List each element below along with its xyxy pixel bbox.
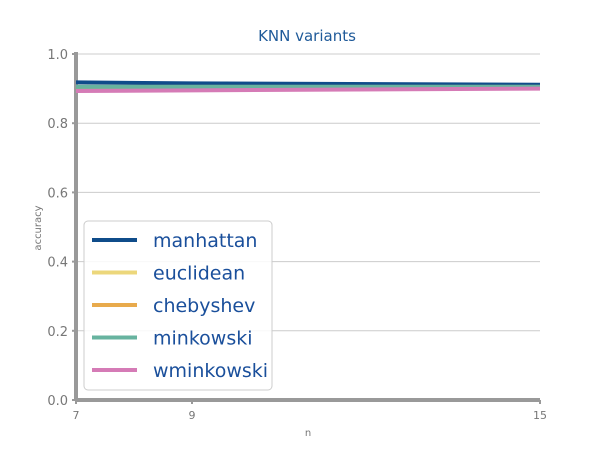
series-line-manhattan (75, 80, 541, 87)
legend-label-wminkowski: wminkowski (153, 360, 268, 382)
tick-labels: 0.0 0.2 0.4 0.6 0.8 1.0 7 9 15 (47, 48, 547, 422)
y-tick-label: 1.0 (47, 48, 68, 63)
x-tick-label: 15 (533, 409, 547, 422)
y-tick-label: 0.0 (47, 394, 68, 409)
legend-box (83, 220, 273, 391)
y-tick-label: 0.4 (47, 256, 68, 271)
axes (74, 52, 540, 402)
x-tick-label: 7 (73, 409, 80, 422)
y-tick-label: 0.6 (47, 186, 68, 201)
series-line-wminkowski (75, 86, 541, 94)
legend: manhattan euclidean chebyshev minkowski wmin… (83, 220, 273, 391)
y-tick-label: 0.8 (47, 117, 68, 132)
x-tick-label: 9 (189, 409, 196, 422)
legend-label-manhattan: manhattan (153, 230, 257, 252)
legend-label-euclidean: euclidean (153, 263, 245, 285)
y-axis-label: accuracy (33, 205, 44, 250)
legend-label-chebyshev: chebyshev (153, 295, 255, 317)
legend-label-minkowski: minkowski (153, 328, 253, 350)
y-tick-label: 0.2 (47, 325, 68, 340)
chart-title: KNN variants (258, 27, 356, 45)
x-axis-label: n (305, 428, 311, 439)
series-lines (75, 80, 541, 94)
